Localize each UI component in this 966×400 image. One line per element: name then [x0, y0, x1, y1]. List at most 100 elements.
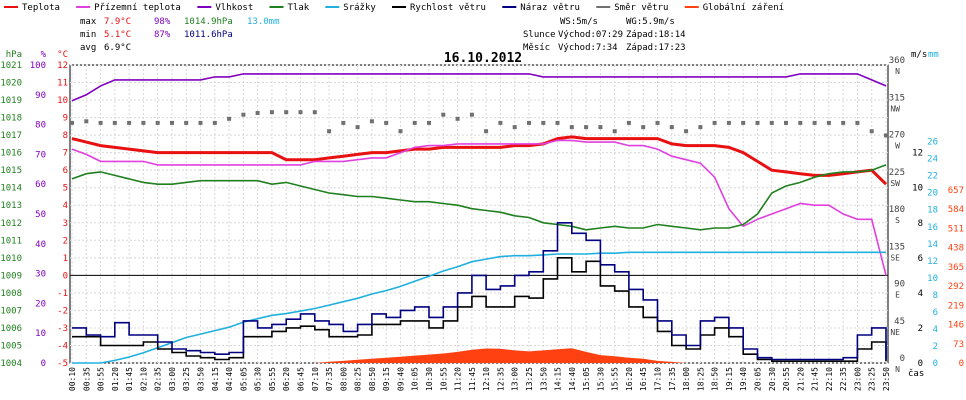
x-tick-label: 06:45: [297, 367, 306, 391]
mm-axis-tick: 20: [927, 189, 938, 199]
stats-panel: max 7.9°C 98% 1014.9hPa 13.0mm min 5.1°C 87% 101…: [80, 17, 686, 53]
wm2-axis-tick: 657: [948, 186, 964, 196]
series-line: [71, 139, 887, 276]
mm-axis-tick: 4: [933, 325, 938, 335]
series-point-wind-direction: [284, 110, 289, 115]
series-point-wind-direction: [255, 111, 260, 115]
degc-axis-tick: 8: [63, 131, 68, 141]
degc-axis-tick: 12: [57, 61, 68, 71]
degc-axis-tick: -2: [57, 306, 68, 316]
series-point-wind-direction: [798, 120, 803, 125]
wm2-axis-tick: 73: [953, 340, 964, 350]
series-point-wind-direction: [327, 129, 332, 134]
wm2-axis-tick: 365: [948, 263, 964, 273]
stat-value: 7.9°C: [104, 17, 131, 27]
dir-axis-compass: SE: [890, 253, 900, 262]
series-point-wind-direction: [198, 120, 203, 125]
degc-axis-tick: -5: [57, 359, 68, 369]
dir-axis-tick: 45: [894, 317, 905, 327]
x-tick-label: 01:45: [125, 367, 134, 391]
dir-axis-tick: 90: [894, 280, 905, 290]
x-tick-label: 18:00: [682, 367, 691, 391]
x-tick-label: 01:20: [111, 367, 120, 391]
x-tick-label: 16:20: [625, 367, 634, 391]
pct-axis-tick: 20: [35, 299, 46, 309]
series-point-wind-direction: [755, 120, 760, 125]
mm-axis-tick: 14: [927, 240, 938, 250]
pct-axis-tick: 0: [41, 359, 46, 369]
mm-axis-tick: 6: [933, 308, 938, 318]
pct-axis-tick: 50: [35, 210, 46, 220]
hpa-axis-tick: 1014: [0, 184, 22, 194]
x-tick-label: 13:25: [525, 367, 534, 391]
x-tick-label: 07:35: [325, 367, 334, 391]
hpa-axis-tick: 1010: [0, 254, 22, 264]
x-tick-label: 21:45: [811, 367, 820, 391]
wm2-axis-tick: 146: [948, 321, 964, 331]
x-tick-label: 02:35: [154, 367, 163, 391]
series-point-wind-direction: [655, 120, 660, 125]
x-tick-label: 18:25: [696, 367, 705, 391]
wm2-axis-tick: 219: [948, 301, 964, 311]
x-tick-label: 16:45: [639, 367, 648, 391]
legend-label: Rychlost větru: [410, 3, 486, 13]
series-point-wind-direction: [855, 120, 860, 125]
x-tick-label: 05:30: [254, 367, 263, 391]
x-tick-label: 00:35: [82, 367, 91, 391]
series-point-wind-direction: [469, 112, 474, 117]
x-tick-label: 03:00: [168, 367, 177, 391]
legend-label: Globální záření: [703, 3, 784, 13]
series-point-wind-direction: [784, 120, 788, 125]
series-point-wind-direction: [612, 129, 617, 134]
pct-axis-tick: 40: [35, 240, 46, 250]
dir-axis-tick: 0: [900, 354, 905, 364]
series-line: [71, 135, 888, 186]
stat-value: 1014.9hPa: [184, 17, 233, 27]
legend: Teplota Přízemní teplota Vlhkost Tlak Srážky…: [4, 3, 784, 13]
hpa-axis-tick: 1015: [0, 166, 22, 176]
series-point-wind-direction: [341, 120, 346, 125]
x-tick-label: 23:00: [853, 367, 862, 391]
x-tick-label: 06:20: [282, 367, 291, 391]
degc-axis-tick: 5: [63, 184, 68, 194]
astro-value: Slunce: [523, 30, 556, 40]
series-point-wind-direction: [726, 120, 731, 125]
series-point-wind-direction: [684, 129, 689, 134]
series-point-wind-direction: [298, 110, 303, 115]
ms-axis-tick: 2: [918, 324, 923, 334]
stat-value: 1011.6hPa: [184, 30, 233, 40]
mm-axis-tick: 0: [933, 359, 938, 369]
x-tick-label: 15:30: [596, 367, 605, 391]
series-point-wind-direction: [527, 120, 531, 125]
hpa-axis-tick: 1009: [0, 271, 22, 281]
hpa-axis-tick: 1006: [0, 324, 22, 334]
series-area-global-radiation: [72, 348, 886, 363]
series-line: [72, 257, 887, 362]
hpa-axis-tick: 1007: [0, 306, 22, 316]
astro-value: Západ:17:23: [626, 43, 686, 53]
series-point-wind-direction: [70, 120, 74, 125]
stat-value: max: [80, 17, 97, 27]
x-tick-label: 05:05: [239, 367, 248, 391]
degc-axis-tick: 3: [63, 219, 68, 229]
series-point-wind-direction: [170, 120, 174, 125]
series-point-wind-direction: [369, 119, 374, 124]
legend-label: Tlak: [288, 3, 310, 13]
x-tick-label: 20:55: [782, 367, 791, 391]
ms-axis-tick: 4: [918, 289, 923, 299]
astro-value: WS:5m/s: [560, 17, 598, 27]
series-point-wind-direction: [98, 120, 103, 125]
x-tick-label: 19:15: [725, 367, 734, 391]
series-point-wind-direction: [698, 125, 703, 130]
ms-axis-tick: 8: [918, 219, 923, 229]
pct-axis-tick: 60: [35, 180, 46, 190]
dir-axis-tick: 225: [889, 168, 905, 178]
series-point-wind-direction: [484, 129, 489, 134]
ms-axis-tick: 0: [918, 359, 923, 369]
dir-axis-compass: NW: [890, 104, 900, 113]
stat-value: 98%: [154, 17, 171, 27]
pct-axis-label: %: [41, 50, 47, 60]
series-point-wind-direction: [569, 125, 574, 130]
x-tick-label: 09:40: [397, 367, 406, 391]
